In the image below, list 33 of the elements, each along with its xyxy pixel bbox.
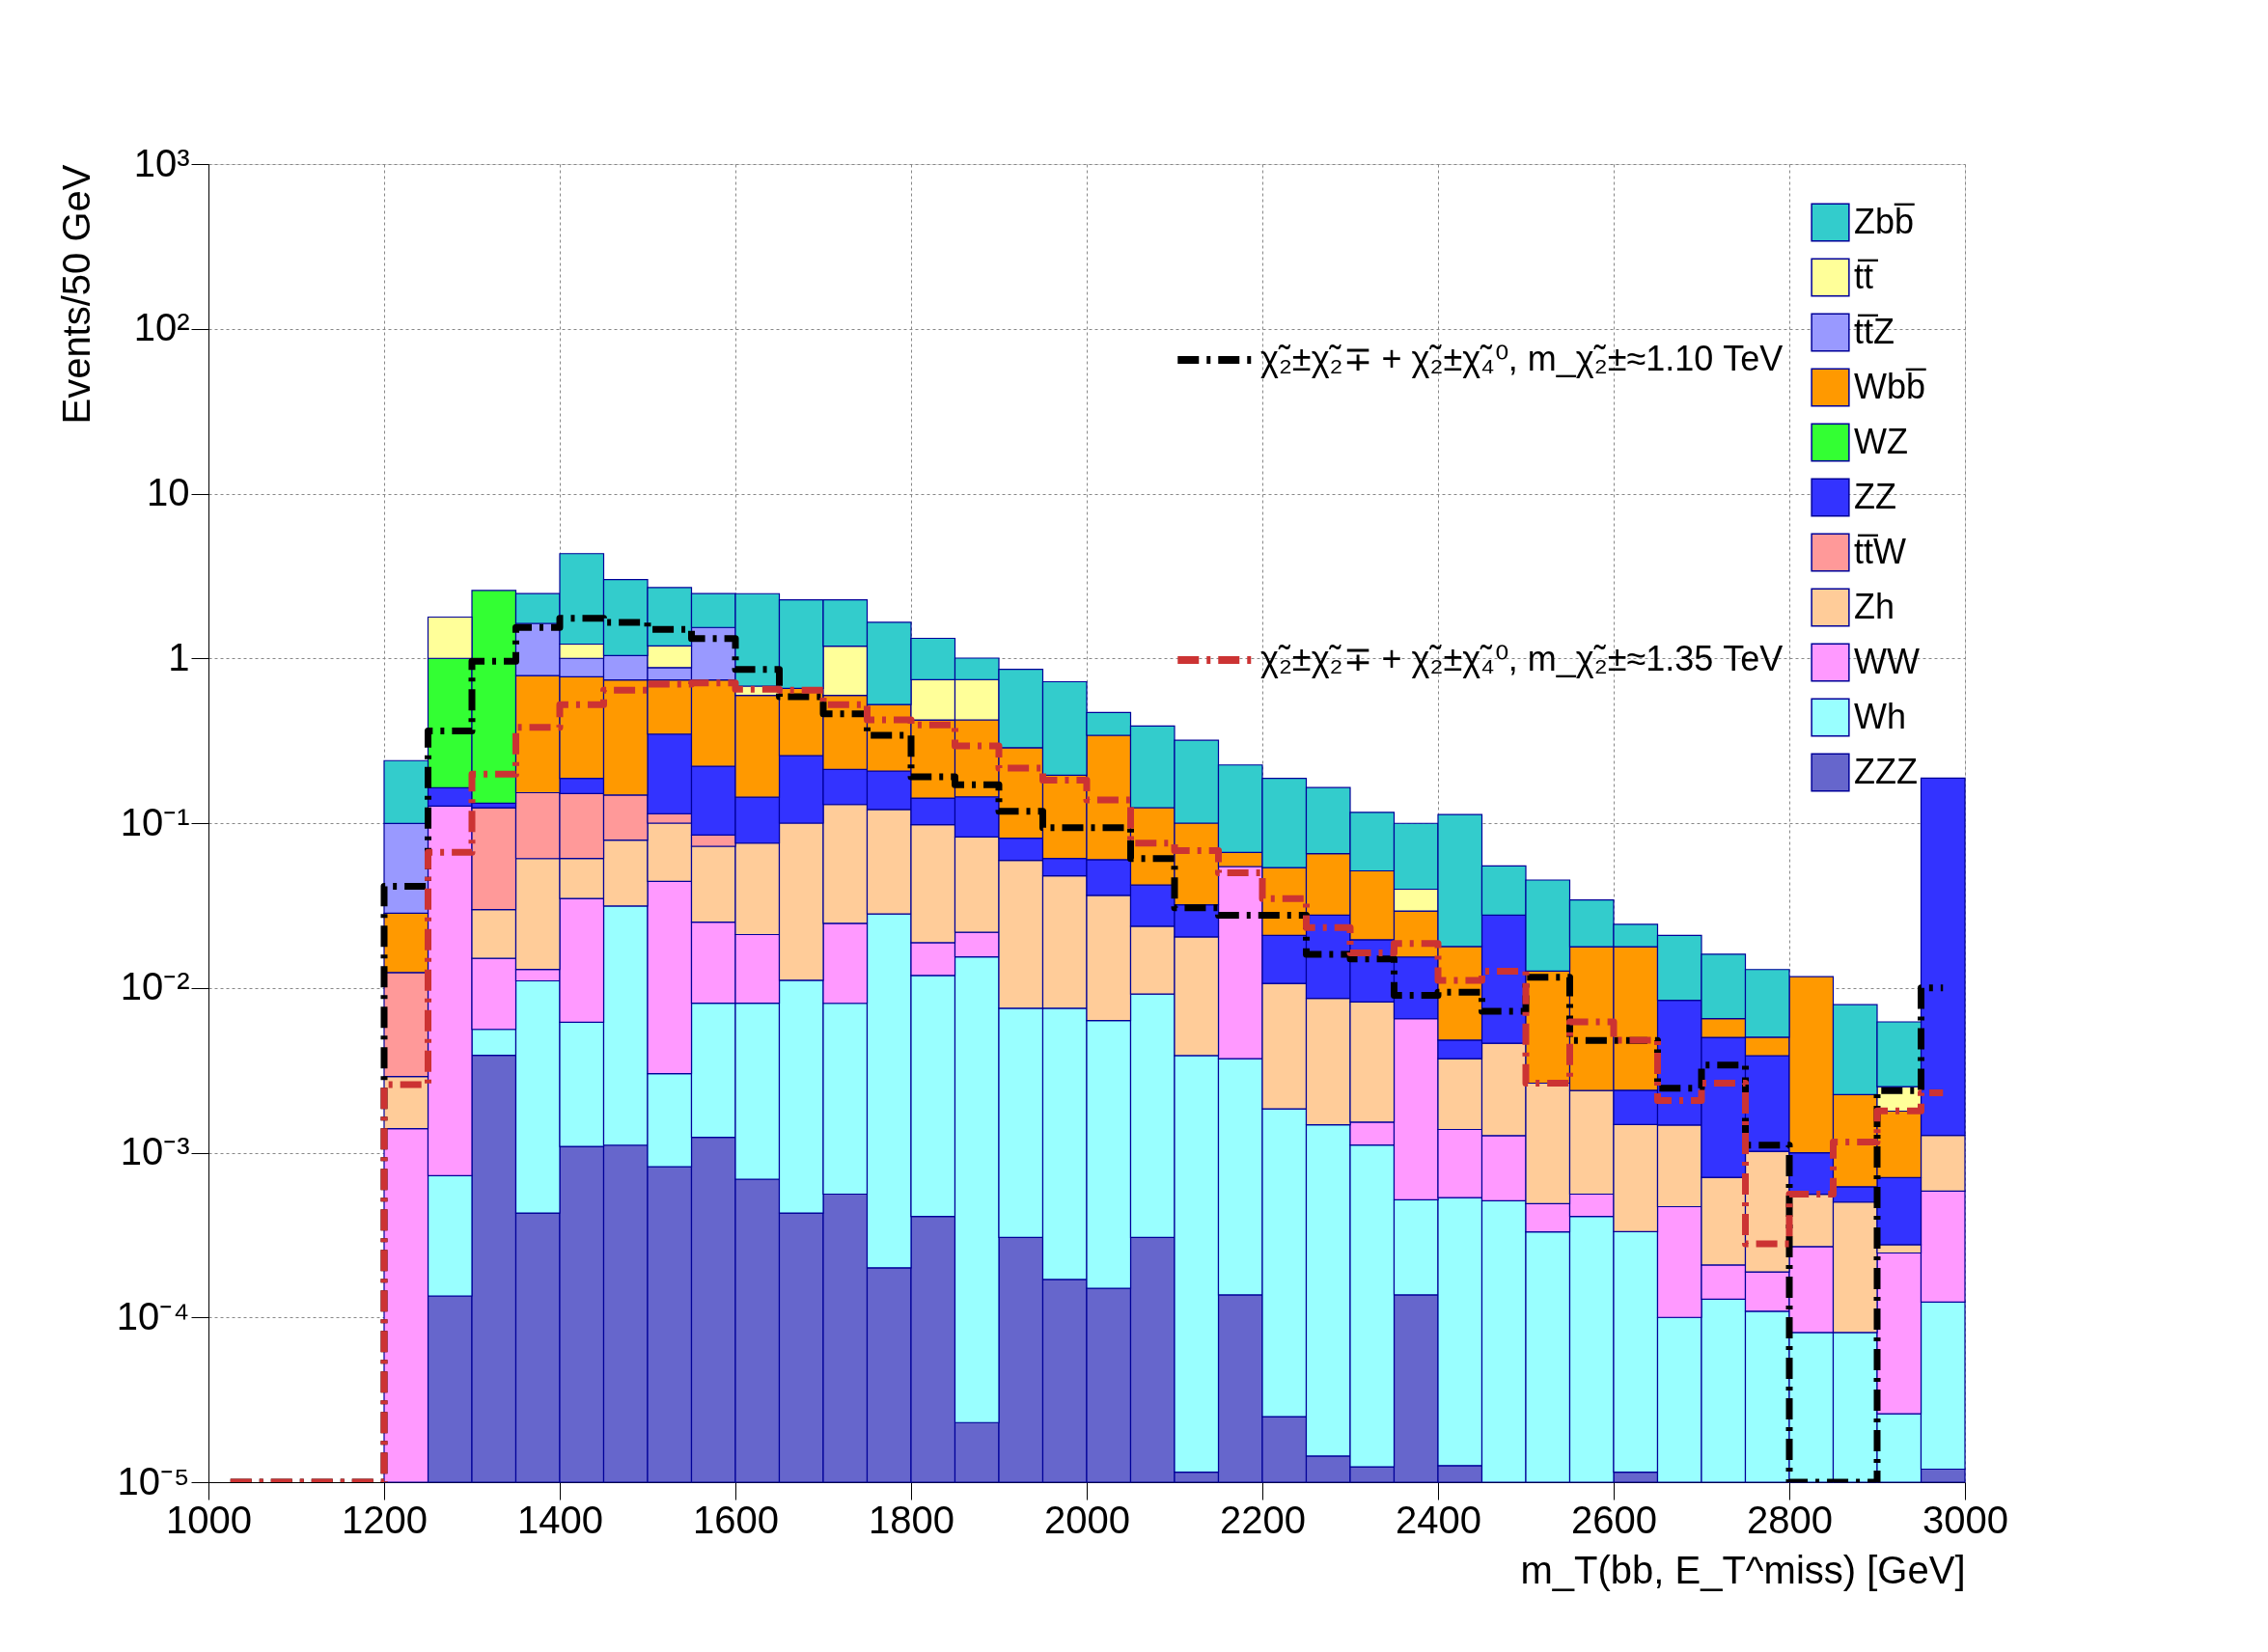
x-tick-label: 2000 (1044, 1498, 1130, 1541)
x-tick-label: 1800 (869, 1498, 954, 1541)
x-tick-label: 2600 (1571, 1498, 1657, 1541)
x-tick-label: 1600 (693, 1498, 779, 1541)
y-tick-label: 10³ (133, 141, 190, 184)
legend-label: tt̅ (1854, 256, 1879, 296)
y-tick-label: 10⁻² (120, 965, 190, 1008)
y-axis-title: Events/50 GeV (54, 164, 97, 425)
legend-label: ZZ (1854, 476, 1896, 516)
y-tick-label: 10⁻¹ (120, 800, 190, 843)
legend-label: WZ (1854, 421, 1908, 461)
x-tick-label: 2800 (1747, 1498, 1833, 1541)
legend-label: tt̅Z (1854, 311, 1895, 351)
x-tick-label: 2400 (1396, 1498, 1481, 1541)
legend-label: Wh (1854, 696, 1906, 736)
x-axis-title: m_T(bb, E_T^miss) [GeV] (1520, 1548, 1966, 1591)
y-tick-label: 1 (168, 635, 190, 678)
legend-label: Zh (1854, 586, 1895, 626)
x-tick-label: 3000 (1922, 1498, 2008, 1541)
legend-label: χ̃₂±χ̃₂∓ + χ̃₂±χ̃₄⁰, m_χ̃₂±≈1.35 TeV (1260, 639, 1784, 678)
legend-label: Zbb̅ (1854, 201, 1916, 241)
y-tick-label: 10⁻⁴ (116, 1294, 190, 1337)
legend-label: ZZZ (1854, 751, 1918, 791)
x-tick-label: 1400 (517, 1498, 603, 1541)
y-tick-label: 10² (133, 306, 190, 349)
legend-label: Wbb̅ (1854, 366, 1927, 406)
y-tick-label: 10 (147, 471, 190, 513)
y-tick-label: 10⁻³ (120, 1130, 190, 1172)
legend-label: tt̅W (1854, 531, 1906, 571)
x-tick-label: 2200 (1220, 1498, 1306, 1541)
legend-label: χ̃₂±χ̃₂∓ + χ̃₂±χ̃₄⁰, m_χ̃₂±≈1.10 TeV (1260, 339, 1784, 378)
legend-label: WW (1854, 641, 1920, 681)
x-tick-label: 1200 (342, 1498, 428, 1541)
